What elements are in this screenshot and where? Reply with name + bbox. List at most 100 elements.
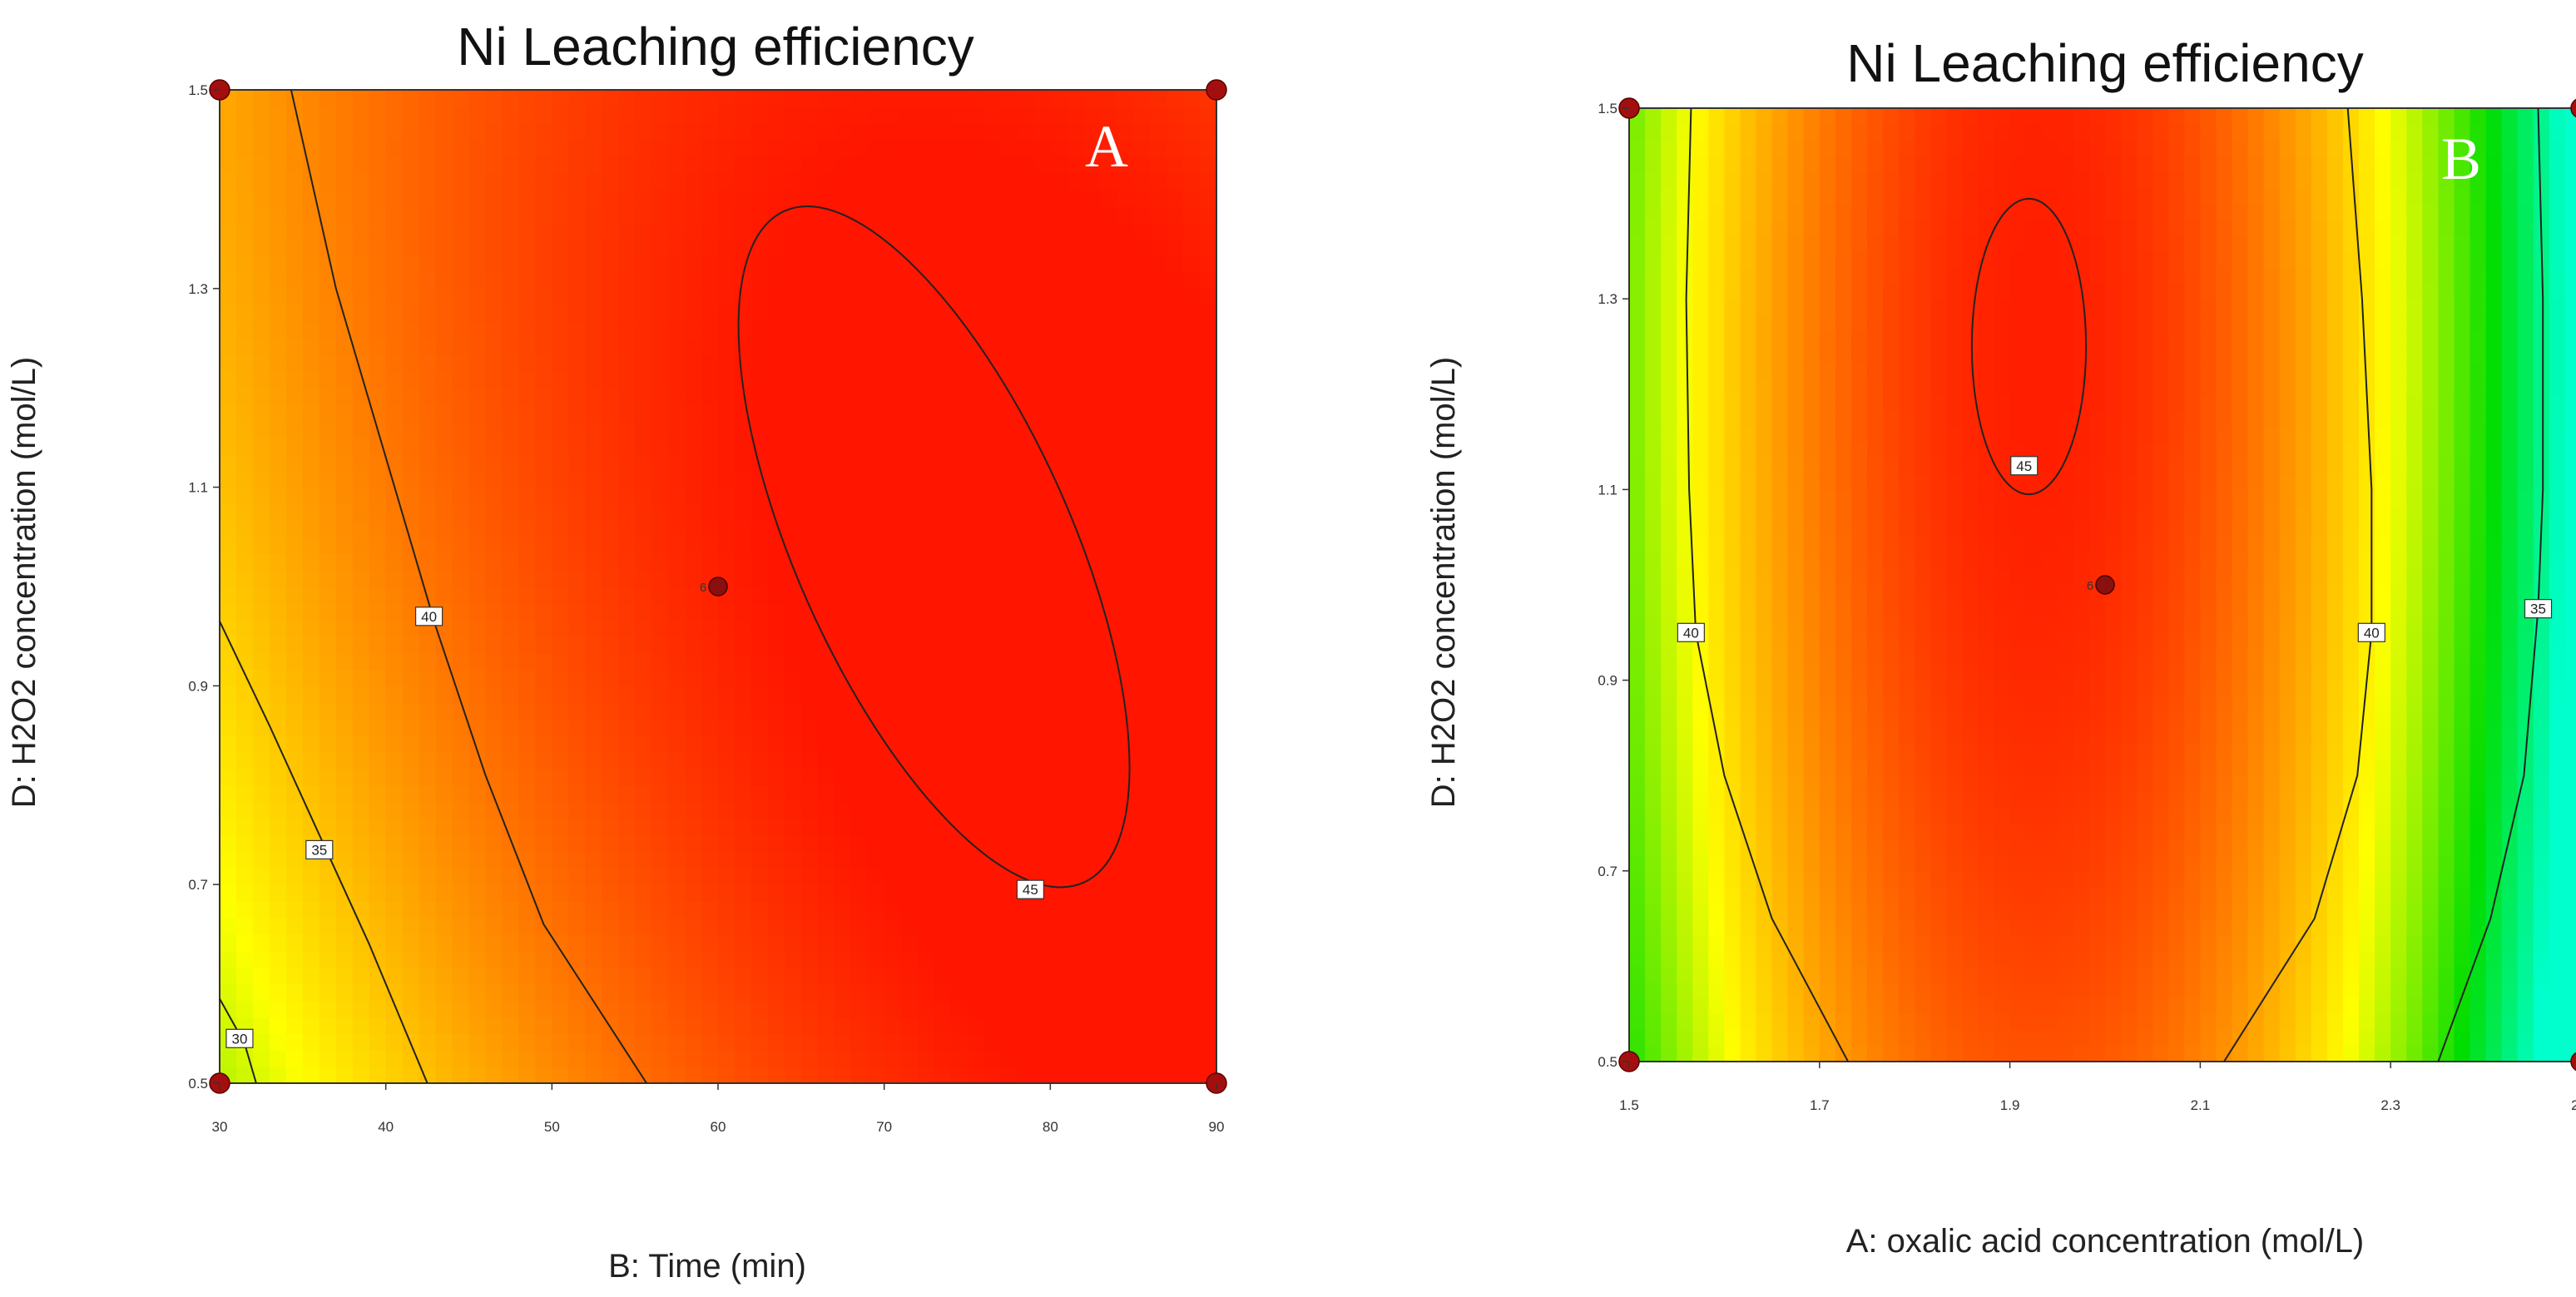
- panel-a-heat-cell: [668, 189, 686, 206]
- panel-a-heat-cell: [951, 587, 968, 604]
- panel-a-heat-cell: [983, 752, 1001, 770]
- panel-b-heat-cell: [1708, 585, 1725, 601]
- panel-b-heat-cell: [1962, 681, 1979, 697]
- panel-a-heat-cell: [901, 785, 919, 803]
- panel-a-heat-cell: [320, 454, 337, 472]
- panel-b-heat-cell: [1946, 140, 1963, 156]
- panel-a-heat-cell: [901, 553, 919, 571]
- panel-a-heat-cell: [785, 404, 802, 422]
- panel-a-heat-cell: [1067, 968, 1084, 985]
- panel-a-heat-cell: [518, 769, 536, 786]
- panel-a-heat-cell: [1200, 802, 1217, 819]
- panel-a-heat-cell: [851, 239, 869, 256]
- panel-b-heat-cell: [1930, 171, 1947, 188]
- panel-a-heat-cell: [453, 553, 470, 571]
- panel-b-heat-cell: [1788, 426, 1805, 443]
- panel-a-heat-cell: [270, 1001, 287, 1018]
- panel-a-heat-cell: [602, 537, 619, 554]
- panel-a-heat-cell: [1017, 769, 1034, 786]
- panel-a-heat-cell: [801, 570, 819, 587]
- panel-a-heat-cell: [1050, 339, 1068, 356]
- panel-a-heat-cell: [602, 802, 619, 819]
- panel-a-heat-cell: [552, 537, 569, 554]
- panel-a-heat-cell: [386, 354, 404, 372]
- panel-a-heat-cell: [502, 785, 519, 803]
- panel-a-heat-cell: [585, 851, 602, 869]
- panel-a-heat-cell: [651, 901, 669, 918]
- panel-a-heat-cell: [1183, 686, 1201, 703]
- panel-a-heat-cell: [918, 735, 935, 753]
- panel-a-heat-cell: [868, 819, 885, 836]
- panel-a-heat-cell: [602, 90, 619, 107]
- panel-a-heat-cell: [635, 603, 652, 621]
- panel-a-heat-cell: [1133, 438, 1151, 455]
- panel-a-heat-cell: [552, 884, 569, 902]
- panel-a-heat-cell: [369, 819, 387, 836]
- panel-b-heat-cell: [1962, 108, 1979, 125]
- panel-a-heat-cell: [1200, 488, 1217, 505]
- panel-a-heat-cell: [968, 537, 985, 554]
- panel-a-heat-cell: [336, 686, 354, 703]
- panel-b-heat-cell: [1835, 299, 1852, 315]
- panel-a-heat-cell: [1117, 620, 1134, 637]
- panel-a-heat-cell: [303, 504, 320, 522]
- panel-a-heat-cell: [751, 504, 769, 522]
- panel-a-heat-cell: [602, 1001, 619, 1018]
- panel-a-heat-cell: [785, 520, 802, 537]
- panel-a-heat-cell: [668, 587, 686, 604]
- panel-a-heat-cell: [1117, 537, 1134, 554]
- panel-a-heat-cell: [735, 984, 752, 1002]
- panel-a-heat-cell: [801, 354, 819, 372]
- panel-a-heat-cell: [968, 868, 985, 885]
- panel-a-heat-cell: [518, 205, 536, 223]
- panel-b-heat-cell: [1804, 601, 1821, 617]
- panel-a-heat-cell: [386, 735, 404, 753]
- panel-b-heat-cell: [1661, 442, 1677, 458]
- panel-b-heat-cell: [1756, 839, 1773, 856]
- panel-a-heat-cell: [552, 222, 569, 240]
- panel-a-heat-cell: [818, 488, 835, 505]
- panel-b-heat-cell: [1645, 442, 1662, 458]
- panel-a-heat-cell: [685, 404, 702, 422]
- panel-a-heat-cell: [602, 305, 619, 323]
- panel-a-heat-cell: [403, 488, 420, 505]
- panel-a-heat-cell: [735, 752, 752, 770]
- panel-a-heat-cell: [718, 488, 736, 505]
- panel-a-heat-cell: [668, 951, 686, 968]
- panel-a-heat-cell: [685, 140, 702, 157]
- panel-b-heat-cell: [1724, 585, 1741, 601]
- panel-b-heat-cell: [1724, 824, 1741, 840]
- panel-b-heat-cell: [1740, 124, 1756, 141]
- panel-a-heat-cell: [320, 752, 337, 770]
- panel-a-heat-cell: [286, 686, 304, 703]
- panel-b-heat-cell: [1962, 506, 1979, 522]
- panel-a-heat-cell: [1133, 404, 1151, 422]
- panel-a-heat-cell: [469, 205, 487, 223]
- panel-a-heat-cell: [651, 785, 669, 803]
- panel-b-heat-cell: [1962, 410, 1979, 427]
- panel-b-heat-cell: [1677, 188, 1693, 205]
- panel-a-heat-cell: [236, 951, 254, 968]
- panel-b-heat-cell: [1820, 966, 1836, 983]
- panel-b-heat-cell: [1677, 728, 1693, 745]
- panel-a-heat-cell: [485, 537, 503, 554]
- panel-a-heat-cell: [419, 471, 437, 488]
- panel-a-heat-cell: [1017, 388, 1034, 405]
- panel-a-heat-cell: [253, 1001, 270, 1018]
- panel-b-heat-cell: [1661, 585, 1677, 601]
- panel-b-heat-cell: [1883, 267, 1900, 284]
- panel-a-heat-cell: [535, 371, 552, 389]
- panel-a-heat-cell: [1067, 769, 1084, 786]
- panel-a-heat-cell: [701, 802, 719, 819]
- panel-a-heat-cell: [1000, 189, 1018, 206]
- panel-b-heat-cell: [1645, 665, 1662, 681]
- panel-a-heat-cell: [983, 819, 1001, 836]
- panel-a-heat-cell: [336, 173, 354, 191]
- panel-b-heat-cell: [1835, 283, 1852, 299]
- panel-a-heat-cell: [951, 719, 968, 736]
- panel-a-heat-cell: [1150, 488, 1167, 505]
- panel-a-heat-cell: [934, 719, 952, 736]
- panel-a-heat-cell: [718, 205, 736, 223]
- panel-a-heat-cell: [1067, 819, 1084, 836]
- panel-a-heat-cell: [884, 289, 902, 306]
